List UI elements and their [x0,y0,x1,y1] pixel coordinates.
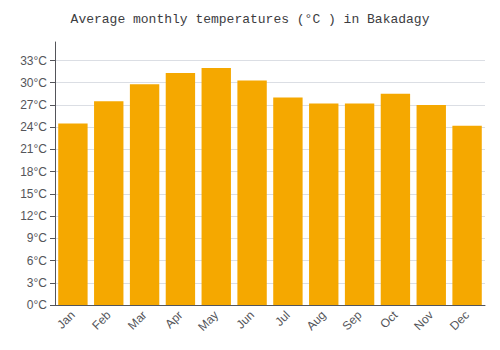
svg-text:Nov: Nov [411,308,436,333]
svg-text:Jan: Jan [54,308,78,332]
svg-text:Jun: Jun [233,308,257,332]
svg-text:Oct: Oct [377,308,401,332]
svg-text:9°C: 9°C [27,231,47,245]
svg-text:Feb: Feb [89,308,114,333]
svg-text:6°C: 6°C [27,254,47,268]
svg-text:Dec: Dec [447,308,472,333]
svg-text:May: May [195,308,221,334]
svg-text:15°C: 15°C [20,187,47,201]
svg-text:30°C: 30°C [20,76,47,90]
svg-text:Sep: Sep [340,308,365,333]
svg-text:18°C: 18°C [20,165,47,179]
svg-text:0°C: 0°C [27,298,47,312]
svg-text:Mar: Mar [125,308,150,332]
svg-text:Average monthly temperatures (: Average monthly temperatures (°C ) in Ba… [71,12,430,27]
svg-text:12°C: 12°C [20,209,47,223]
svg-text:3°C: 3°C [27,276,47,290]
svg-text:Jul: Jul [272,308,293,329]
svg-text:24°C: 24°C [20,120,47,134]
svg-text:33°C: 33°C [20,54,47,68]
svg-text:Aug: Aug [304,308,329,333]
svg-text:21°C: 21°C [20,142,47,156]
svg-text:27°C: 27°C [20,98,47,112]
svg-text:Apr: Apr [162,308,185,331]
